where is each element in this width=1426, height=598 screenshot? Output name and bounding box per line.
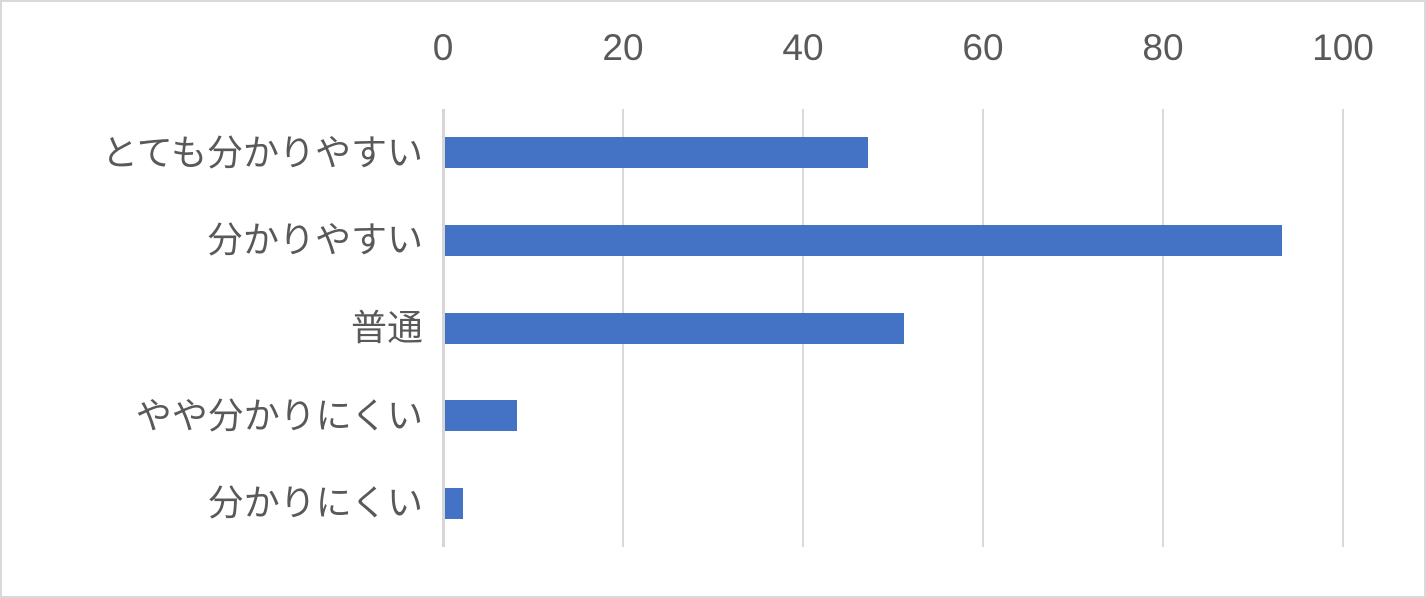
x-axis-tick-label: 20 — [602, 27, 644, 68]
bar-4 — [444, 400, 517, 432]
x-axis-tick-label: 100 — [1312, 27, 1374, 68]
x-axis-tick-label: 40 — [782, 27, 824, 68]
category-label: 分かりやすい — [206, 219, 423, 261]
category-label: 分かりにくい — [207, 482, 423, 524]
bar-3 — [444, 312, 904, 344]
bar-5 — [444, 487, 463, 519]
x-axis-tick-label: 0 — [432, 27, 454, 68]
bar-1 — [444, 137, 868, 169]
gridline — [982, 109, 984, 547]
x-axis-tick-label: 60 — [962, 27, 1004, 68]
category-label: やや分かりにくい — [135, 394, 423, 436]
category-label: 普通 — [350, 307, 423, 348]
bar-2 — [444, 224, 1282, 256]
gridline — [1162, 109, 1164, 547]
gridline — [1342, 109, 1344, 547]
category-label: とても分かりやすい — [101, 131, 423, 173]
x-axis-tick-label: 80 — [1142, 27, 1184, 68]
category-axis-line — [441, 109, 445, 547]
